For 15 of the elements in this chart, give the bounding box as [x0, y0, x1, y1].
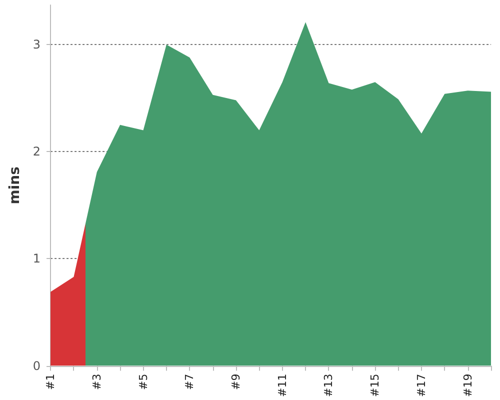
- x-tick-label: #3: [90, 374, 104, 390]
- x-tick-label: #11: [276, 374, 289, 398]
- x-tick-label: #13: [322, 374, 336, 398]
- x-tick-label: #5: [136, 374, 150, 390]
- x-tick-label: #19: [461, 374, 474, 398]
- y-tick-label: 0: [32, 358, 41, 373]
- y-tick-label: 2: [32, 144, 41, 159]
- x-tick-label: #9: [229, 374, 242, 390]
- x-tick-label: #1: [44, 374, 58, 390]
- y-tick-label: 1: [32, 252, 41, 266]
- x-tick-label: #17: [414, 374, 428, 398]
- x-tick-label: #15: [368, 374, 382, 398]
- y-axis-title: mins: [7, 166, 23, 204]
- x-tick-label: #7: [183, 374, 196, 390]
- y-tick-label: 3: [32, 38, 41, 52]
